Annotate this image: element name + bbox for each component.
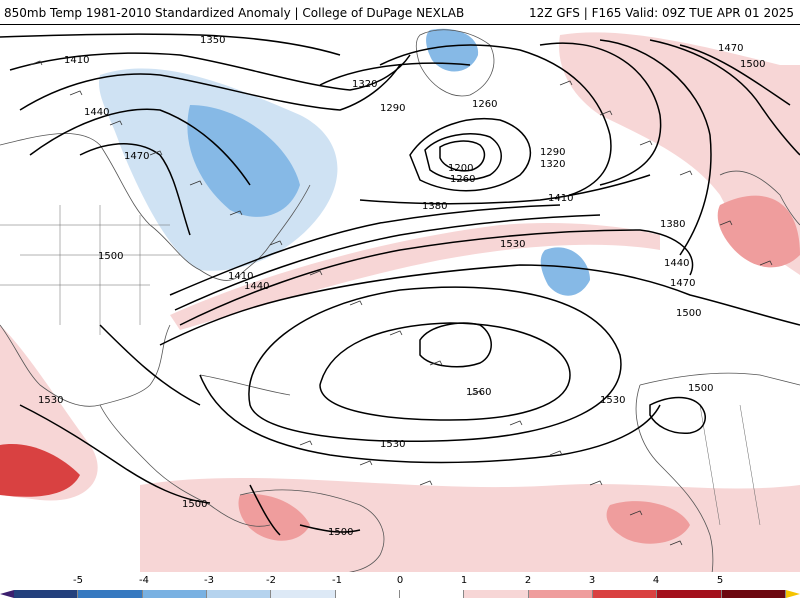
contour-label: 1470 (718, 43, 743, 54)
contour-label: 1380 (660, 219, 685, 230)
colorbar-tick-label: 4 (652, 575, 660, 586)
cold-anomaly-atlantic (540, 247, 590, 296)
colorbar-legend: -5 -4 -3 -2 -1 0 1 2 3 4 5 (0, 572, 800, 600)
contour-label: 1530 (600, 395, 625, 406)
warm-anomaly-tropical-atlantic (140, 477, 800, 573)
coastlines (0, 29, 800, 573)
height-contours (0, 33, 800, 536)
colorbar-segment (464, 590, 529, 598)
colorbar-segment (14, 590, 79, 598)
colorbar-right-arrow (786, 590, 800, 598)
contour-label: 1380 (422, 201, 447, 212)
colorbar-segment (592, 590, 658, 598)
colorbar-tick-label: 3 (588, 575, 596, 586)
map-header: 850mb Temp 1981-2010 Standardized Anomal… (0, 0, 800, 24)
colorbar-left-arrow (0, 590, 14, 598)
colorbar-tick-label: 5 (716, 575, 724, 586)
colorbar-segment (721, 590, 786, 598)
warm-anomaly-pacific (0, 444, 80, 497)
contour-label: 1260 (472, 99, 497, 110)
model-valid-time: 12Z GFS | F165 Valid: 09Z TUE APR 01 202… (528, 6, 794, 20)
wind-barbs (29, 60, 773, 546)
contour-label: 1470 (124, 151, 149, 162)
warm-ribbon (170, 223, 660, 330)
contour-label: 1410 (548, 193, 573, 204)
contour-label: 1530 (38, 395, 63, 406)
cold-anomaly-greenland (426, 28, 479, 72)
colorbar-tick-label: -2 (266, 575, 276, 586)
contour-label: 1530 (380, 439, 405, 450)
contour-label: 1500 (328, 527, 353, 538)
colorbar-segment (399, 590, 465, 598)
colorbar-segment (271, 590, 336, 598)
contour-label: 1350 (200, 35, 225, 46)
contour-label: 1440 (664, 258, 689, 269)
contour-label: 1470 (670, 278, 695, 289)
contour-label: 1500 (98, 251, 123, 262)
contour-label: 1440 (84, 107, 109, 118)
warm-anomaly-europe (717, 195, 800, 268)
colorbar-tick-label: -4 (139, 575, 149, 586)
colorbar-segment (335, 590, 400, 598)
contour-label: 1440 (244, 281, 269, 292)
anomaly-shading (0, 28, 800, 573)
contour-label: 1290 (540, 147, 565, 158)
contour-label: 1530 (500, 239, 525, 250)
contour-label: 1500 (740, 59, 765, 70)
colorbar-tick-label: 1 (460, 575, 468, 586)
colorbar-tick-label: 2 (524, 575, 532, 586)
contour-label: 1410 (228, 271, 253, 282)
colorbar-segment (142, 590, 207, 598)
warm-anomaly-south-america (238, 494, 310, 541)
contour-label: 1560 (466, 387, 491, 398)
colorbar-ticks: -5 -4 -3 -2 -1 0 1 2 3 4 5 (0, 575, 800, 589)
colorbar-tick-label: 0 (396, 575, 404, 586)
colorbar-strip (14, 590, 786, 598)
map-canvas: 1350 1410 1320 1290 1260 1440 1470 1200 … (0, 28, 800, 573)
contour-label: 1200 (448, 163, 473, 174)
contour-label: 1500 (688, 383, 713, 394)
map-panel: 1350 1410 1320 1290 1260 1440 1470 1200 … (0, 24, 800, 574)
colorbar-tick-label: -1 (332, 575, 342, 586)
contour-label: 1290 (380, 103, 405, 114)
colorbar-tick-label: -5 (73, 575, 83, 586)
contour-label: 1500 (676, 308, 701, 319)
warm-anomaly-africa (606, 501, 690, 544)
colorbar-segment (78, 590, 143, 598)
cold-anomaly-core (187, 105, 300, 217)
contour-label: 1410 (64, 55, 89, 66)
colorbar-segment (657, 590, 722, 598)
product-title: 850mb Temp 1981-2010 Standardized Anomal… (4, 6, 465, 20)
contour-label: 1500 (182, 499, 207, 510)
colorbar-segment (528, 590, 593, 598)
colorbar-segment (206, 590, 272, 598)
contour-label: 1320 (352, 79, 377, 90)
contour-labels: 1350 1410 1320 1290 1260 1440 1470 1200 … (38, 35, 765, 538)
contour-label: 1260 (450, 174, 475, 185)
contour-label: 1320 (540, 159, 565, 170)
colorbar-tick-label: -3 (204, 575, 214, 586)
